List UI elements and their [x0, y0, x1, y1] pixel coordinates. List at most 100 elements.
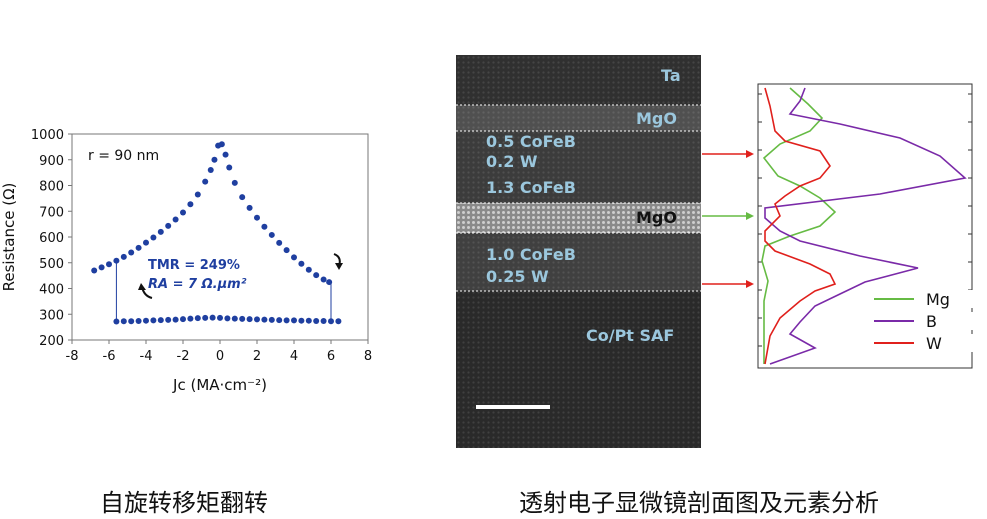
- layer-w-025: 0.25 W: [486, 267, 549, 286]
- profile-legend: Mg BW: [870, 290, 980, 353]
- y-tick-label: 700: [39, 205, 64, 220]
- x-tick-label: 0: [216, 349, 224, 364]
- data-point: [283, 247, 290, 254]
- data-point: [283, 317, 290, 324]
- tmr-label: TMR = 249%: [148, 258, 240, 273]
- ra-label: RA = 7 Ω.μm²: [148, 277, 247, 292]
- y-tick-label: 200: [39, 334, 64, 349]
- data-point: [298, 260, 305, 267]
- y-tick-label: 600: [39, 231, 64, 246]
- data-point: [291, 254, 297, 261]
- x-tick-label: -4: [140, 349, 153, 364]
- data-point: [157, 317, 164, 324]
- y-axis-label: Resistance (Ω): [0, 183, 18, 292]
- layer-ta: Ta: [661, 66, 681, 85]
- legend-bg: [870, 290, 980, 308]
- transition-lines: [115, 260, 332, 322]
- layer-mgo-mid: MgO: [636, 208, 677, 227]
- data-point: [254, 316, 260, 323]
- data-point: [202, 178, 209, 185]
- data-point: [165, 222, 172, 229]
- data-point: [187, 201, 194, 208]
- profile-line-mg: [761, 87, 837, 364]
- data-point: [291, 317, 297, 324]
- legend-label-b: B: [926, 312, 937, 331]
- connector-arrows: [702, 150, 754, 288]
- layer-copt-saf: Co/Pt SAF: [586, 326, 674, 345]
- layer-cofeb-05: 0.5 CoFeB: [486, 132, 576, 151]
- data-point: [150, 317, 157, 324]
- data-point: [157, 228, 164, 235]
- y-axis-ticks: 200 300 400 500 600 700 800 900 1000: [31, 128, 72, 349]
- legend-bg: [870, 312, 980, 330]
- data-point: [113, 257, 120, 264]
- data-point: [224, 315, 231, 322]
- data-point: [246, 316, 253, 323]
- x-tick-label: -8: [66, 349, 79, 364]
- data-point: [261, 316, 268, 323]
- data-point: [180, 316, 186, 323]
- x-axis-ticks: -8 -6 -4 -2 0 2 4 6 8: [66, 340, 372, 364]
- data-point: [194, 191, 201, 198]
- x-tick-label: 8: [364, 349, 372, 364]
- data-point: [239, 315, 246, 322]
- data-point: [172, 316, 179, 323]
- data-point: [254, 214, 260, 221]
- data-point: [313, 272, 320, 279]
- legend-label-w: W: [926, 334, 942, 353]
- y-tick-label: 300: [39, 308, 64, 323]
- scale-bar: [476, 405, 550, 409]
- element-profile-chart: Mg BW: [757, 83, 980, 369]
- data-point: [187, 315, 194, 322]
- data-point: [209, 314, 216, 321]
- data-point: [120, 253, 127, 260]
- legend-bg: [870, 334, 980, 352]
- switch-arrow-right-head: [335, 263, 343, 270]
- layer-cofeb-10: 1.0 CoFeB: [486, 245, 576, 264]
- profile-line-b: [764, 87, 967, 365]
- data-point: [150, 234, 157, 241]
- data-point: [335, 318, 342, 325]
- data-point: [239, 194, 246, 201]
- data-point: [143, 317, 149, 324]
- data-point: [194, 315, 201, 322]
- data-point: [207, 167, 214, 174]
- data-point: [320, 276, 327, 283]
- x-axis-label: Jc (MA·cm⁻²): [172, 376, 267, 394]
- data-point: [268, 231, 275, 238]
- data-point: [217, 314, 223, 321]
- data-point: [113, 318, 120, 325]
- data-point: [268, 316, 275, 323]
- data-point: [135, 317, 142, 324]
- data-point: [120, 318, 127, 325]
- y-tick-label: 400: [39, 283, 64, 298]
- data-point: [172, 216, 179, 223]
- data-point: [218, 141, 225, 148]
- data-point: [106, 261, 112, 268]
- data-point: [143, 239, 149, 246]
- data-point: [261, 223, 268, 230]
- y-tick-label: 900: [39, 154, 64, 169]
- data-point: [165, 316, 172, 323]
- profile-line-w: [764, 87, 837, 365]
- x-tick-label: 4: [290, 349, 298, 364]
- data-point: [276, 317, 283, 324]
- x-tick-label: 2: [253, 349, 261, 364]
- data-point: [202, 314, 209, 321]
- data-point: [222, 151, 229, 158]
- profile-lines: [761, 87, 967, 365]
- data-point: [298, 317, 305, 324]
- data-point: [128, 318, 135, 325]
- data-point: [91, 267, 98, 274]
- x-tick-label: -2: [177, 349, 190, 364]
- switch-arrow-left-head: [138, 283, 146, 290]
- data-point: [326, 279, 333, 286]
- data-point: [231, 179, 238, 186]
- data-point: [180, 209, 186, 216]
- data-point: [246, 204, 253, 211]
- tmr-chart: 200 300 400 500 600 700 800 900 1000 -8 -6 -4 -2 0 2 4…: [0, 128, 372, 394]
- x-tick-label: -6: [103, 349, 116, 364]
- data-point: [98, 264, 105, 271]
- y-tick-label: 800: [39, 180, 64, 195]
- data-point: [276, 239, 283, 246]
